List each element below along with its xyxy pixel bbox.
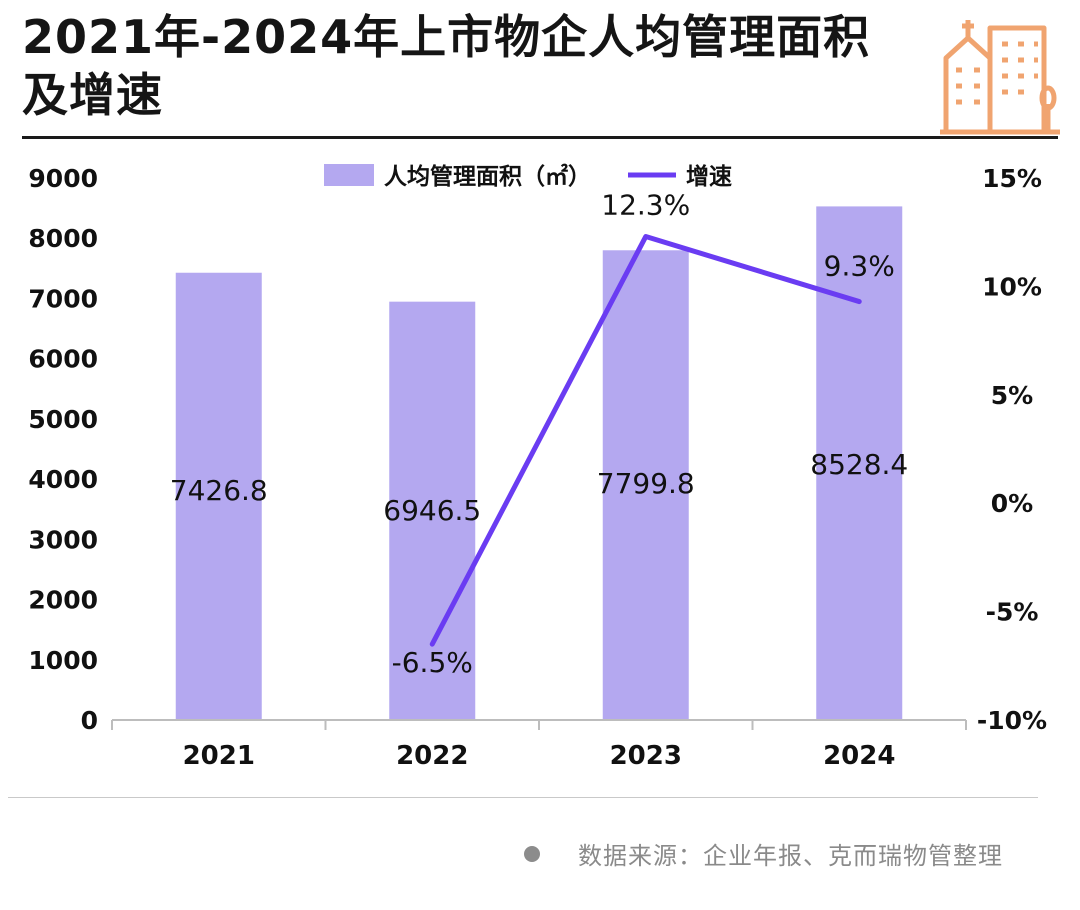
title-divider — [22, 136, 1058, 139]
x-tick-label: 2022 — [396, 741, 468, 771]
y-left-tick-label: 8000 — [28, 224, 98, 253]
y-right-tick-label: 10% — [982, 272, 1042, 301]
bullet-dot-icon — [524, 846, 540, 862]
legend-label-line: 增速 — [686, 163, 732, 190]
bar-data-label: 7426.8 — [170, 474, 268, 507]
y-left-tick-label: 7000 — [28, 284, 98, 313]
growth-line — [429, 234, 862, 647]
y-right-tick-label: -5% — [986, 598, 1039, 627]
legend-label-bar: 人均管理面积（㎡） — [384, 163, 591, 190]
y-left-tick-label: 3000 — [28, 525, 98, 554]
y-left-tick-label: 6000 — [28, 345, 98, 374]
data-source-note: 数据来源：企业年报、克而瑞物管整理 — [578, 842, 1003, 870]
y-left-tick-label: 1000 — [28, 646, 98, 675]
bar-data-label: 6946.5 — [383, 494, 481, 527]
y-left-tick-label: 2000 — [28, 586, 98, 615]
city-buildings-icon — [940, 20, 1060, 135]
x-tick-label: 2024 — [823, 741, 895, 771]
bar-2021 — [175, 272, 262, 720]
y-left-tick-label: 4000 — [28, 465, 98, 494]
bar-data-label: 8528.4 — [810, 448, 908, 481]
bar-2022 — [389, 301, 476, 720]
line-data-label: 12.3% — [601, 189, 690, 222]
y-right-tick-label: 5% — [991, 381, 1033, 410]
bar-2023 — [602, 250, 689, 720]
chart-title: 2021年-2024年上市物企人均管理面积及增速 — [22, 10, 871, 122]
bar-data-label: 7799.8 — [597, 467, 695, 500]
x-tick-label: 2021 — [183, 741, 255, 771]
y-right-tick-label: 0% — [991, 489, 1033, 518]
y-right-tick-label: 15% — [982, 164, 1042, 193]
y-left-tick-label: 9000 — [28, 164, 98, 193]
chart-area: 0 1000 2000 3000 4000 5000 6000 7000 8000 9000 -10… — [28, 163, 1047, 771]
line-data-label: 9.3% — [824, 250, 895, 283]
y-left-tick-label: 0 — [81, 706, 98, 735]
x-tick-label: 2023 — [610, 741, 682, 771]
line-data-label: -6.5% — [392, 646, 473, 679]
legend-swatch-bar — [324, 164, 374, 186]
footer-divider — [8, 797, 1038, 798]
y-right-tick-label: -10% — [977, 706, 1047, 735]
y-left-tick-label: 5000 — [28, 405, 98, 434]
